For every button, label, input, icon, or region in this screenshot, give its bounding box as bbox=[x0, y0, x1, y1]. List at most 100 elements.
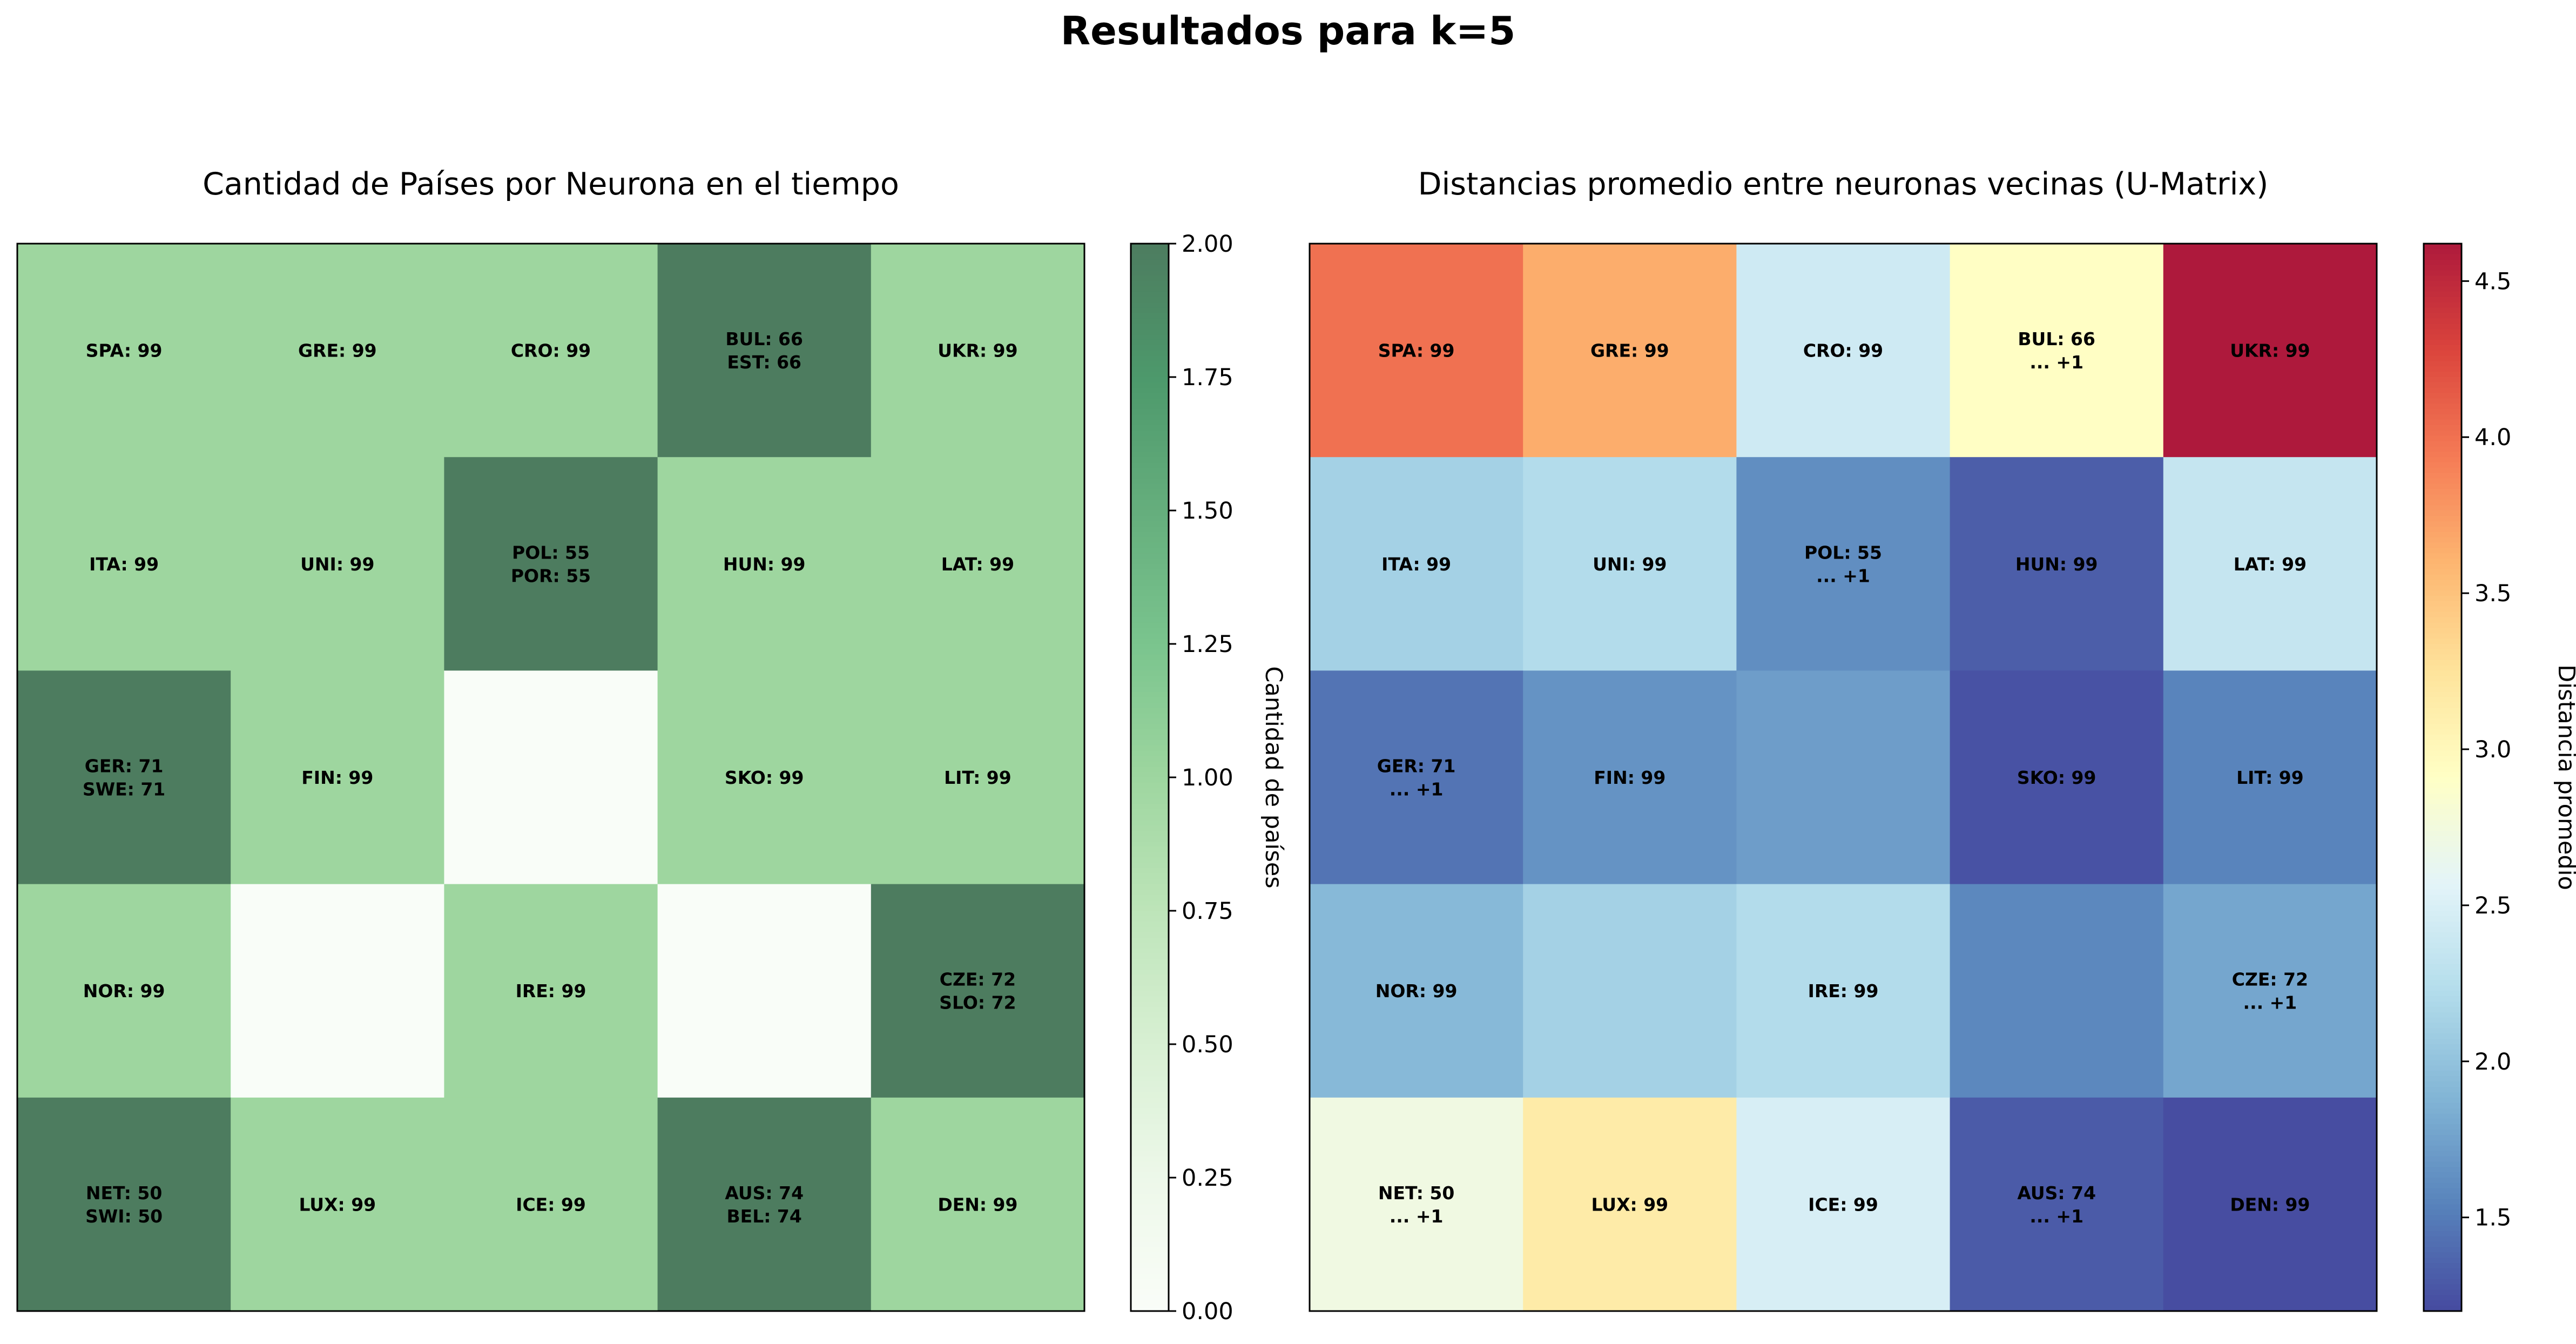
colorbar-segment bbox=[2424, 1241, 2462, 1248]
colorbar-segment bbox=[1131, 526, 1169, 533]
colorbar-segment bbox=[2424, 1006, 2462, 1013]
colorbar-label: Cantidad de países bbox=[1260, 666, 1287, 888]
heatmap-cell bbox=[231, 244, 444, 458]
heatmap-cell bbox=[1523, 457, 1737, 671]
colorbar-segment bbox=[2424, 1054, 2462, 1061]
colorbar-tick-label: 1.00 bbox=[1182, 764, 1233, 791]
colorbar-segment bbox=[1131, 532, 1169, 538]
colorbar-segment bbox=[1131, 1033, 1169, 1039]
colorbar-segment bbox=[2424, 649, 2462, 655]
colorbar-segment bbox=[1131, 825, 1169, 831]
colorbar-segment bbox=[2424, 324, 2462, 330]
colorbar-segment bbox=[1131, 804, 1169, 810]
colorbar-segment bbox=[1131, 355, 1169, 362]
cell-label: HUN: 99 bbox=[2015, 554, 2098, 575]
colorbar-segment bbox=[1131, 1199, 1169, 1205]
colorbar-segment bbox=[1131, 473, 1169, 479]
heatmap-cell bbox=[871, 670, 1085, 885]
cell-label: SKO: 99 bbox=[725, 767, 804, 788]
heatmap-cell bbox=[1736, 457, 1951, 671]
colorbar-segment bbox=[2424, 1145, 2462, 1152]
colorbar-segment bbox=[1131, 1044, 1169, 1050]
colorbar-segment bbox=[2424, 1199, 2462, 1205]
colorbar-tick-label: 2.5 bbox=[2474, 892, 2511, 919]
colorbar-segment bbox=[1131, 644, 1169, 650]
colorbar-segment bbox=[2424, 708, 2462, 714]
colorbar-segment bbox=[2424, 553, 2462, 559]
colorbar-segment bbox=[1131, 857, 1169, 863]
colorbar-segment bbox=[2424, 1044, 2462, 1050]
colorbar-segment bbox=[2424, 270, 2462, 277]
colorbar-segment bbox=[1131, 980, 1169, 986]
colorbar-segment bbox=[1131, 622, 1169, 629]
cell-label: ICE: 99 bbox=[516, 1194, 586, 1215]
colorbar-segment bbox=[1131, 244, 1169, 250]
colorbar-segment bbox=[2424, 515, 2462, 522]
colorbar-segment bbox=[1131, 446, 1169, 453]
colorbar-segment bbox=[2424, 372, 2462, 378]
heatmap-cell bbox=[657, 884, 872, 1098]
colorbar-segment bbox=[1131, 1054, 1169, 1061]
colorbar-segment bbox=[2424, 1017, 2462, 1024]
colorbar-segment bbox=[1131, 1001, 1169, 1007]
colorbar-segment bbox=[2424, 639, 2462, 644]
colorbar-segment bbox=[2424, 441, 2462, 447]
colorbar-segment bbox=[1131, 377, 1169, 383]
heatmap-panel-1: Cantidad de Países por Neurona en el tie… bbox=[16, 166, 1287, 1325]
colorbar-segment bbox=[1131, 1236, 1169, 1242]
colorbar-segment bbox=[2424, 1289, 2462, 1296]
colorbar-segment bbox=[1131, 435, 1169, 442]
colorbar-segment bbox=[1131, 313, 1169, 319]
colorbar-segment bbox=[1131, 1113, 1169, 1120]
colorbar-segment bbox=[1131, 767, 1169, 772]
colorbar-segment bbox=[2424, 718, 2462, 724]
cell-label: LIT: 99 bbox=[944, 767, 1011, 788]
colorbar-segment bbox=[2424, 313, 2462, 319]
colorbar-segment bbox=[2424, 980, 2462, 986]
colorbar-segment bbox=[1131, 681, 1169, 687]
colorbar-segment bbox=[1131, 1081, 1169, 1087]
colorbar-segment bbox=[2424, 798, 2462, 805]
colorbar-segment bbox=[1131, 462, 1169, 468]
colorbar-segment bbox=[1131, 1284, 1169, 1291]
colorbar-segment bbox=[1131, 916, 1169, 922]
colorbar-tick-label: 4.0 bbox=[2474, 424, 2511, 451]
cell-label: GRE: 99 bbox=[298, 340, 377, 361]
colorbar-segment bbox=[1131, 1167, 1169, 1173]
colorbar-segment bbox=[1131, 1124, 1169, 1130]
cell-label: ICE: 99 bbox=[1808, 1194, 1878, 1215]
cell-label: LUX: 99 bbox=[299, 1194, 376, 1215]
colorbar-segment bbox=[2424, 969, 2462, 976]
colorbar-segment bbox=[1131, 964, 1169, 970]
heatmap-cell bbox=[1950, 670, 2164, 885]
colorbar-segment bbox=[1131, 687, 1169, 693]
colorbar-segment bbox=[2424, 884, 2462, 890]
colorbar-segment bbox=[2424, 841, 2462, 848]
colorbar-segment bbox=[2424, 622, 2462, 629]
heatmap-cell bbox=[1736, 884, 1951, 1098]
heatmap-cell bbox=[231, 457, 444, 671]
heatmap-cell bbox=[2163, 244, 2377, 458]
colorbar-segment bbox=[1131, 926, 1169, 933]
colorbar-segment bbox=[1131, 729, 1169, 735]
colorbar-segment bbox=[2424, 1300, 2462, 1306]
colorbar-segment bbox=[1131, 1247, 1169, 1253]
colorbar-segment bbox=[1131, 665, 1169, 671]
heatmap-cell bbox=[1736, 670, 1951, 885]
colorbar-segment bbox=[1131, 553, 1169, 559]
colorbar-segment bbox=[1131, 1119, 1169, 1125]
colorbar-segment bbox=[2424, 537, 2462, 543]
heatmap-cell bbox=[1950, 457, 2164, 671]
colorbar-segment bbox=[2424, 473, 2462, 479]
colorbar-segment bbox=[1131, 1182, 1169, 1189]
colorbar-segment bbox=[1131, 708, 1169, 714]
colorbar-segment bbox=[1131, 628, 1169, 634]
colorbar-segment bbox=[1131, 798, 1169, 805]
colorbar-segment bbox=[1131, 815, 1169, 821]
colorbar-segment bbox=[2424, 788, 2462, 794]
colorbar-segment bbox=[2424, 286, 2462, 292]
colorbar-segment bbox=[2424, 558, 2462, 565]
colorbar-segment bbox=[2424, 505, 2462, 511]
colorbar-segment bbox=[2424, 660, 2462, 666]
colorbar-segment bbox=[2424, 345, 2462, 351]
